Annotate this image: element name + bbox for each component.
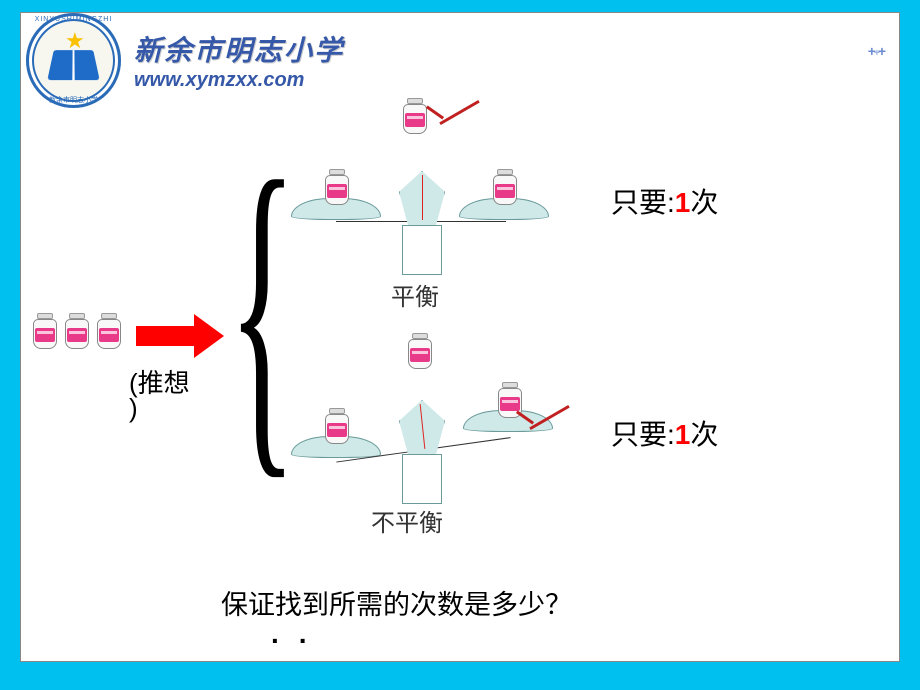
- result-top: 只要:1次: [611, 181, 718, 221]
- logo-bottom-text: 新余市明志小学: [29, 95, 118, 105]
- question-text: 保证找到所需的次数是多少？: [221, 583, 572, 622]
- dots-decor: ..: [271, 618, 327, 650]
- scale-label-unbalanced: 不平衡: [371, 503, 443, 538]
- bottle-icon: [95, 313, 123, 349]
- result-bottom-suffix: 次: [690, 419, 718, 450]
- school-url: www.xymzxx.com: [134, 69, 344, 92]
- slide-canvas: XINYUSHIMINGZHI ★ 新余市明志小学 新余市明志小学 www.xy…: [20, 12, 900, 662]
- brace-icon: {: [228, 128, 297, 488]
- check-icon: [421, 93, 481, 133]
- result-top-count: 1: [675, 187, 691, 218]
- logo-arc-text: XINYUSHIMINGZHI: [29, 16, 118, 23]
- check-icon: [511, 398, 571, 438]
- school-header: XINYUSHIMINGZHI ★ 新余市明志小学 新余市明志小学 www.xy…: [21, 8, 344, 113]
- school-logo: XINYUSHIMINGZHI ★ 新余市明志小学: [21, 8, 126, 113]
- result-top-prefix: 只要:: [611, 187, 675, 218]
- result-bottom: 只要:1次: [611, 413, 718, 453]
- result-bottom-prefix: 只要:: [611, 419, 675, 450]
- corner-decor-icon: +++: [868, 43, 884, 59]
- push-label-2: ): [129, 393, 138, 424]
- logo-book-icon: [47, 50, 99, 80]
- result-bottom-count: 1: [675, 419, 691, 450]
- result-top-suffix: 次: [690, 187, 718, 218]
- school-name: 新余市明志小学: [134, 29, 344, 69]
- push-label-1: (推想: [129, 363, 190, 400]
- bottle-icon: [31, 313, 59, 349]
- bottle-icon: [63, 313, 91, 349]
- scale-label-balanced: 平衡: [391, 277, 439, 312]
